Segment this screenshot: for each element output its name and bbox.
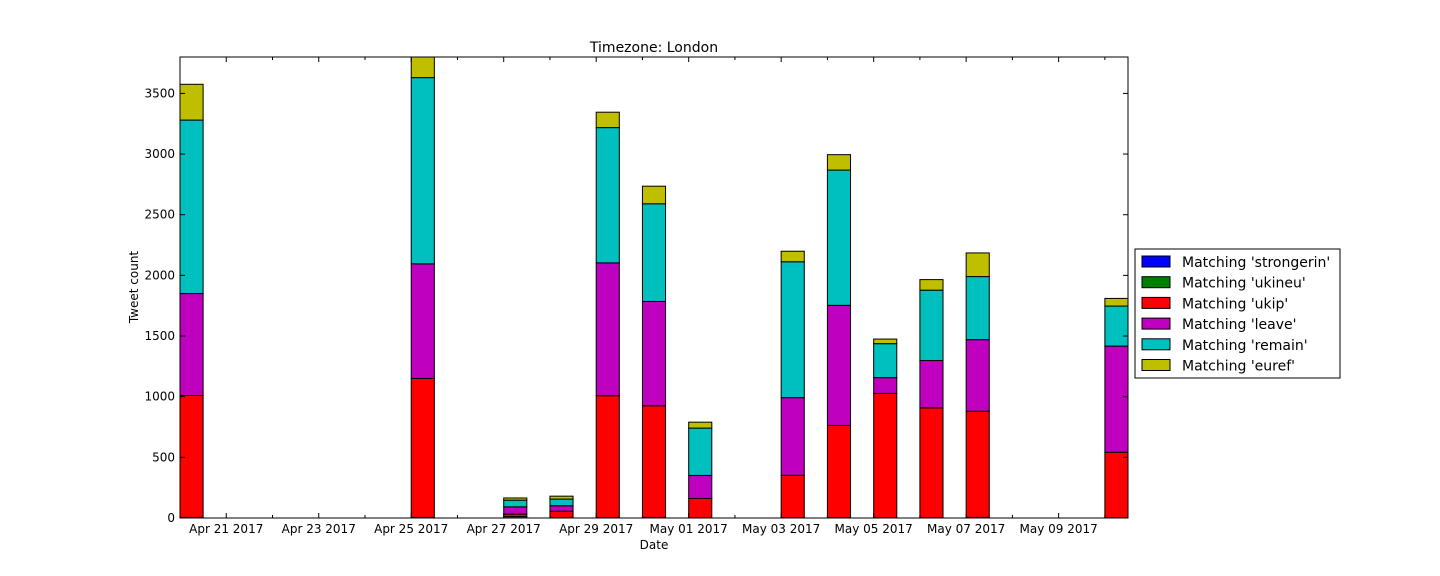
bar-segment	[595, 262, 620, 397]
bar-segment	[180, 119, 204, 295]
bar-segment	[410, 77, 435, 265]
bar-segment	[180, 293, 204, 396]
x-axis-title: Date	[640, 538, 669, 552]
bar-segment	[826, 304, 852, 426]
chart-title: Timezone: London	[589, 40, 718, 56]
x-tick-label: Apr 21 2017	[189, 522, 263, 536]
x-tick-label: Apr 23 2017	[282, 522, 356, 536]
bar-segment	[919, 289, 944, 362]
bar-segment	[641, 300, 667, 407]
plot-frame	[179, 56, 1129, 519]
bar-segment	[641, 203, 667, 302]
legend-label: Matching 'leave'	[1182, 317, 1297, 333]
bar-segment	[1104, 297, 1128, 307]
bar-segment	[965, 339, 990, 412]
legend-swatch	[1141, 359, 1171, 371]
legend-label: Matching 'euref'	[1182, 359, 1295, 375]
bar-segment	[780, 250, 805, 263]
x-tick-label: Apr 27 2017	[467, 522, 541, 536]
bar-segment	[780, 474, 805, 518]
y-tick-label: 3500	[144, 86, 175, 100]
legend-swatch	[1141, 296, 1171, 309]
x-tick-label: May 07 2017	[927, 522, 1005, 536]
bar-segment	[826, 154, 852, 171]
x-tick-label: May 01 2017	[650, 522, 728, 536]
bar-segment	[1104, 305, 1128, 347]
x-tick-label: Apr 25 2017	[374, 522, 448, 536]
legend-frame	[1134, 248, 1341, 379]
y-tick-label: 2500	[144, 208, 175, 222]
bar-segment	[826, 424, 852, 518]
bar-segment	[410, 57, 435, 79]
x-tick-label: May 09 2017	[1020, 522, 1098, 536]
bar-segment	[919, 279, 944, 291]
bar-segment	[919, 407, 944, 518]
bars-layer	[180, 57, 1128, 518]
bar-segment	[549, 505, 574, 512]
x-tick-label: Apr 29 2017	[559, 522, 633, 536]
bar-segment	[965, 252, 990, 278]
bar-segment	[180, 394, 204, 518]
bar-segment	[873, 338, 898, 345]
legend-swatch	[1141, 317, 1171, 330]
legend-label: Matching 'ukip'	[1182, 296, 1288, 312]
legend-label: Matching 'remain'	[1182, 338, 1308, 354]
legend-swatch	[1141, 255, 1171, 268]
bar-segment	[965, 276, 990, 341]
bar-segment	[595, 395, 620, 518]
bar-segment	[919, 360, 944, 409]
legend-swatch	[1141, 276, 1171, 289]
bar-segment	[503, 497, 528, 501]
bar-segment	[503, 506, 528, 515]
x-tick-label: May 05 2017	[835, 522, 913, 536]
bar-segment	[688, 427, 713, 476]
y-tick-label: 3000	[144, 147, 175, 161]
bar-segment	[595, 111, 620, 129]
y-tick-label: 0	[167, 511, 175, 525]
bar-segment	[688, 497, 713, 518]
bar-segment	[1104, 345, 1128, 453]
bar-segment	[688, 474, 713, 499]
bar-segment	[410, 377, 435, 518]
bar-segment	[965, 410, 990, 518]
y-tick-label: 2000	[144, 268, 175, 282]
legend: Matching 'strongerin' Matching 'ukineu' Ma…	[1134, 248, 1341, 379]
bar-segment	[503, 499, 528, 508]
y-tick-label: 500	[152, 450, 175, 464]
bar-segment	[549, 510, 574, 518]
bar-segment	[873, 343, 898, 379]
x-tick-label: May 03 2017	[742, 522, 820, 536]
bar-segment	[1104, 451, 1128, 518]
bar-segment	[549, 495, 574, 500]
bar-segment	[641, 185, 667, 205]
y-tick-label: 1000	[144, 390, 175, 404]
bar-segment	[595, 127, 620, 264]
bar-segment	[873, 377, 898, 394]
legend-label: Matching 'ukineu'	[1182, 276, 1306, 292]
bar-segment	[410, 263, 435, 379]
bar-segment	[826, 169, 852, 306]
y-axis-title: Tweet count	[127, 251, 141, 325]
bar-segment	[780, 261, 805, 399]
bar-segment	[780, 397, 805, 476]
legend-label: Matching 'strongerin'	[1182, 255, 1330, 271]
bar-segment	[180, 83, 204, 121]
bar-segment	[688, 421, 713, 429]
bar-segment	[873, 392, 898, 518]
ticks-layer: 0 500 1000 1500 2000 2500 3000 3500 Apr 21 2017 A…	[144, 57, 1128, 536]
legend-swatch	[1141, 338, 1171, 351]
bar-segment	[549, 498, 574, 507]
bar-segment	[641, 405, 667, 518]
y-tick-label: 1500	[144, 329, 175, 343]
